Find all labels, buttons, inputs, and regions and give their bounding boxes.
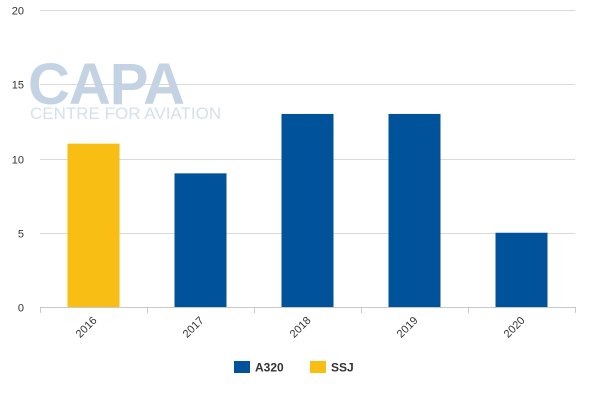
legend-item-a320[interactable]: A320: [234, 361, 284, 375]
y-tick-label: 15: [12, 80, 24, 92]
x-tick-label-2016: 2016: [74, 315, 100, 341]
legend-label: SSJ: [331, 361, 354, 375]
x-tick-label-2017: 2017: [181, 315, 207, 341]
y-tick-label: 10: [12, 155, 24, 167]
watermark-subtitle: CENTRE FOR AVIATION: [30, 104, 221, 123]
x-tick-label-2020: 2020: [502, 315, 528, 341]
y-tick-label: 0: [18, 303, 24, 315]
capa-watermark: CAPA CENTRE FOR AVIATION: [28, 52, 221, 123]
bar-a320-2019[interactable]: [388, 113, 441, 307]
bar-a320-2018[interactable]: [281, 113, 334, 307]
x-axis-tick-labels: 2016 2017 2018 2019 2020: [74, 315, 528, 341]
legend-label: A320: [255, 361, 284, 375]
bar-a320-2017[interactable]: [174, 173, 227, 307]
bar-ssj-2016[interactable]: [67, 143, 120, 307]
legend: A320 SSJ: [234, 361, 354, 375]
x-tick-label-2019: 2019: [395, 315, 421, 341]
y-tick-label: 5: [18, 229, 24, 241]
x-tick-label-2018: 2018: [288, 315, 314, 341]
x-axis: [40, 307, 576, 313]
legend-swatch: [310, 361, 326, 373]
bar-a320-2020[interactable]: [495, 232, 548, 307]
y-axis-tick-labels: 0 5 10 15 20: [12, 6, 24, 315]
legend-item-ssj[interactable]: SSJ: [310, 361, 354, 375]
legend-swatch: [234, 361, 250, 373]
bars: [67, 113, 548, 307]
y-tick-label: 20: [12, 6, 24, 18]
watermark-logo-text: CAPA: [28, 52, 184, 117]
